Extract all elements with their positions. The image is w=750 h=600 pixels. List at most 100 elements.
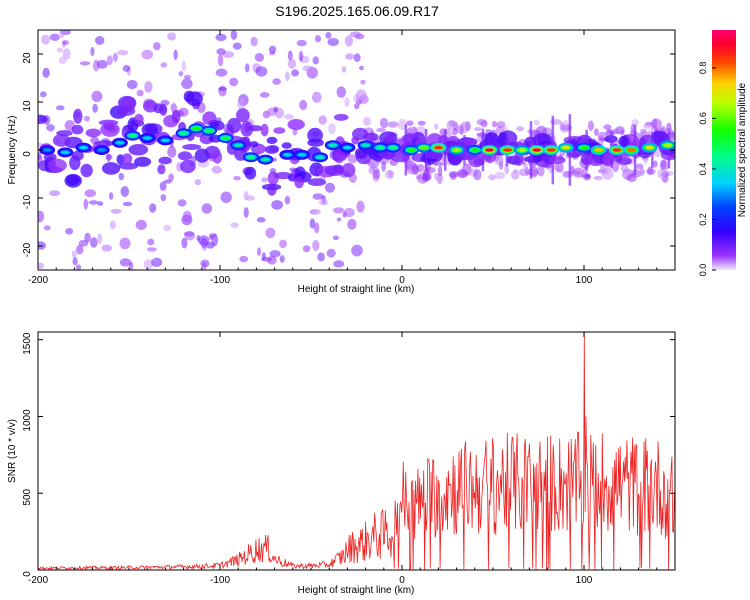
spectrum-noise-blob — [126, 79, 138, 90]
spectrum-ridge-core — [221, 136, 230, 140]
spectrum-band-blob — [100, 122, 120, 137]
spectrum-noise-blob — [97, 201, 104, 206]
spectrum-noise-blob — [437, 165, 443, 177]
spectrum-noise-blob — [572, 167, 585, 178]
spectrum-ridge-core — [315, 155, 325, 159]
snr-plot-area — [38, 332, 675, 570]
spectrum-noise-blob — [272, 157, 277, 162]
spectrum-noise-blob — [516, 126, 524, 132]
spectrum-noise-blob — [327, 38, 339, 46]
spectrum-noise-blob — [336, 86, 347, 98]
spectrum-noise-blob — [384, 169, 395, 180]
spectrum-noise-blob — [359, 65, 364, 71]
spectrum-noise-blob — [271, 200, 283, 210]
colorbar-tick-label: 0.8 — [698, 62, 708, 75]
spectrum-band-blob — [287, 119, 305, 130]
spectrum-noise-blob — [178, 71, 184, 77]
spectrum-ridge-core — [115, 141, 125, 145]
spectrum-noise-blob — [287, 58, 297, 69]
spectrum-band-blob — [52, 134, 71, 147]
x-tick-label: -100 — [210, 575, 230, 586]
spectrum-noise-blob — [38, 210, 45, 223]
spectrum-noise-blob — [660, 159, 667, 170]
spectrum-noise-blob — [411, 164, 420, 175]
spectrum-band-blob — [236, 108, 250, 123]
spectrum-noise-blob — [519, 168, 528, 177]
spectrum-noise-blob — [355, 89, 367, 101]
spectrum-noise-blob — [326, 248, 336, 258]
spectrum-noise-blob — [653, 160, 658, 168]
spectrum-band-blob — [617, 157, 632, 166]
spectrum-noise-blob — [62, 40, 69, 45]
spectrum-noise-blob — [387, 121, 399, 128]
spectrum-noise-blob — [491, 120, 497, 128]
spectrum-noise-blob — [96, 59, 108, 69]
spectrum-ridge-core — [42, 148, 52, 152]
spectrum-noise-blob — [269, 51, 276, 56]
spectrum-noise-blob — [314, 222, 320, 234]
colorbar-tick-label: 0.6 — [698, 112, 708, 125]
y-tick-label: 10 — [22, 100, 33, 112]
spectrum-ridge-core — [388, 145, 398, 150]
spectrum-noise-blob — [230, 222, 239, 229]
spectrum-noise-blob — [181, 78, 193, 90]
spectrum-noise-blob — [58, 56, 67, 64]
spectrum-noise-blob — [643, 123, 653, 129]
spectrum-band-blob — [618, 135, 629, 148]
spectrum-band-blob — [171, 110, 181, 124]
spectrum-noise-blob — [312, 239, 320, 252]
spectrum-ridge-core — [452, 148, 462, 152]
spectrum-noise-blob — [218, 86, 227, 91]
spectrum-noise-blob — [78, 239, 89, 247]
spectrum-noise-blob — [182, 210, 192, 223]
spectrum-band-blob — [157, 164, 166, 175]
spectrum-noise-blob — [455, 125, 464, 134]
y-tick-label: 500 — [22, 488, 33, 505]
spectrum-noise-blob — [265, 227, 276, 239]
spectrum-ridge-core — [60, 150, 70, 155]
colorbar-tick-label: 0.0 — [698, 264, 708, 277]
spectrum-noise-blob — [381, 160, 386, 172]
spectrum-noise-blob — [65, 228, 74, 235]
spectrum-noise-blob — [75, 264, 82, 270]
spectrogram-heatmap — [38, 30, 675, 270]
spectrum-noise-blob — [230, 30, 238, 40]
spectrum-noise-blob — [215, 68, 228, 77]
spectrum-noise-blob — [83, 198, 89, 210]
spectrum-noise-blob — [200, 259, 210, 268]
spectrum-noise-blob — [279, 239, 287, 249]
spectrum-noise-blob — [422, 175, 429, 182]
spectrum-band-blob — [267, 184, 277, 196]
spectrum-noise-blob — [229, 77, 239, 87]
spectrum-noise-blob — [255, 66, 268, 77]
spectrum-band-blob — [101, 162, 121, 175]
spectrum-noise-blob — [147, 238, 155, 246]
spectrum-noise-blob — [512, 168, 519, 174]
spectrum-noise-blob — [84, 189, 97, 198]
spectrum-noise-blob — [167, 146, 177, 158]
spectrum-noise-blob — [117, 49, 129, 56]
y-tick-label: 1000 — [22, 409, 33, 432]
spectrum-noise-blob — [446, 120, 456, 131]
spectrum-noise-blob — [299, 99, 308, 111]
spectrum-band-blob — [244, 166, 257, 180]
x-tick-label: -200 — [28, 275, 48, 286]
spectrum-noise-blob — [163, 224, 171, 232]
spectrum-noise-blob — [287, 50, 293, 61]
spectrum-noise-blob — [143, 259, 154, 270]
spectrum-ridge-core — [142, 136, 152, 140]
spectrum-noise-blob — [311, 91, 322, 103]
spectrum-band-blob — [497, 131, 509, 148]
colorbar-tick-label: 0.2 — [698, 213, 708, 226]
colorbar-gradient — [712, 30, 736, 270]
spectrum-noise-blob — [601, 167, 614, 180]
spectrum-noise-blob — [474, 127, 482, 132]
spectrum-noise-blob — [344, 97, 350, 107]
x-tick-label: 0 — [399, 575, 405, 586]
spectrum-band-blob — [524, 155, 543, 163]
spectrum-noise-blob — [194, 179, 202, 186]
spectrum-noise-blob — [473, 169, 482, 181]
spectrum-ridge-core — [191, 126, 201, 131]
spectrum-noise-blob — [328, 123, 336, 135]
